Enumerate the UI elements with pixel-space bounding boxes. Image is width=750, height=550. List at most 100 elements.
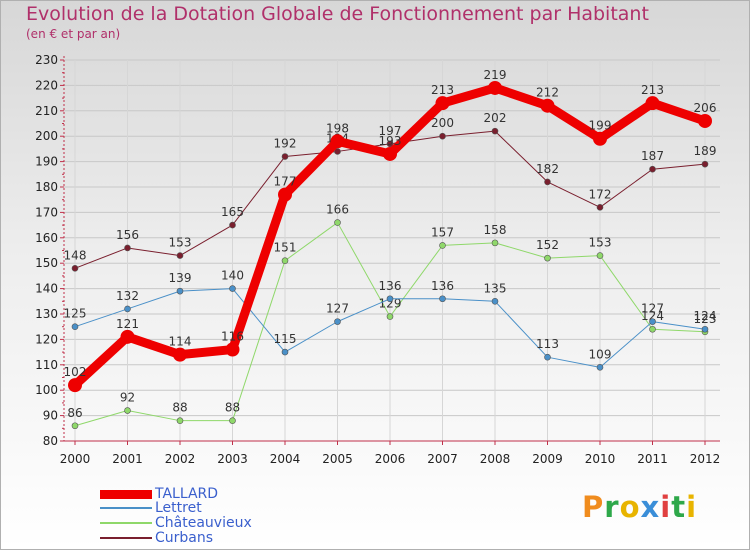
data-point-lettret	[544, 353, 551, 361]
legend-label-tallard: TALLARD	[155, 486, 219, 502]
data-label-ch-teauvieux: 152	[536, 238, 559, 252]
chart-title: Evolution de la Dotation Globale de Fonc…	[26, 3, 649, 25]
data-label-ch-teauvieux: 151	[274, 241, 297, 255]
data-point-lettret	[491, 297, 499, 305]
data-label-lettret: 127	[326, 302, 349, 316]
data-label-tallard: 212	[536, 86, 559, 100]
logo-letter: r	[604, 490, 620, 524]
data-point-curbans	[439, 132, 446, 140]
data-point-tallard	[488, 80, 502, 95]
data-label-lettret: 132	[116, 289, 139, 303]
data-point-ch-teauvieux	[491, 239, 499, 247]
data-label-ch-teauvieux: 88	[172, 401, 187, 415]
data-point-lettret	[176, 287, 184, 295]
data-label-lettret: 113	[536, 337, 559, 351]
data-label-tallard: 206	[694, 101, 717, 115]
data-point-lettret	[701, 325, 709, 333]
data-label-tallard: 219	[484, 68, 507, 82]
logo-letter: i	[660, 490, 672, 524]
legend-swatch-chateauvieux	[100, 522, 152, 524]
data-label-lettret: 139	[169, 271, 192, 285]
y-tick-label: 160	[35, 231, 58, 245]
data-point-lettret	[649, 318, 656, 325]
data-label-ch-teauvieux: 123	[694, 312, 717, 326]
data-label-ch-teauvieux: 129	[379, 297, 402, 311]
data-label-tallard: 198	[326, 121, 349, 135]
data-point-tallard	[593, 131, 607, 146]
data-point-tallard	[68, 378, 82, 393]
data-point-ch-teauvieux	[334, 219, 341, 226]
y-tick-label: 210	[35, 104, 58, 118]
x-tick-label: 2008	[480, 452, 511, 466]
data-label-curbans: 189	[694, 144, 717, 158]
y-tick-label: 220	[35, 78, 58, 92]
legend-label-lettret: Lettret	[155, 500, 202, 516]
logo-letter: o	[619, 490, 641, 524]
legend-swatch-curbans	[100, 537, 152, 539]
x-tick-label: 2010	[585, 452, 616, 466]
data-point-lettret	[71, 323, 79, 331]
data-point-ch-teauvieux	[439, 242, 446, 249]
data-point-tallard	[645, 96, 660, 111]
x-tick-label: 2000	[60, 452, 91, 466]
x-tick-label: 2001	[112, 452, 143, 466]
data-point-tallard	[120, 329, 135, 344]
logo-letter: t	[671, 490, 687, 524]
data-point-curbans	[649, 165, 656, 173]
data-label-ch-teauvieux: 92	[120, 391, 135, 405]
data-label-lettret: 136	[431, 279, 454, 293]
data-point-tallard	[383, 146, 397, 161]
data-label-lettret: 125	[64, 307, 87, 321]
y-tick-label: 120	[35, 332, 58, 346]
data-label-lettret: 109	[589, 347, 612, 361]
x-tick-label: 2006	[375, 452, 406, 466]
data-point-ch-teauvieux	[124, 407, 131, 414]
data-point-ch-teauvieux	[229, 417, 236, 424]
y-tick-label: 180	[35, 180, 58, 194]
logo-letter: i	[686, 490, 698, 524]
data-label-tallard: 116	[221, 330, 244, 344]
data-label-tallard: 102	[64, 365, 87, 379]
x-tick-label: 2007	[427, 452, 458, 466]
data-label-ch-teauvieux: 158	[484, 223, 507, 237]
data-point-tallard	[698, 113, 712, 128]
data-point-tallard	[225, 342, 240, 357]
data-point-ch-teauvieux	[596, 252, 604, 259]
data-label-curbans: 156	[116, 228, 139, 242]
data-label-ch-teauvieux: 153	[589, 236, 612, 250]
x-tick-label: 2002	[165, 452, 196, 466]
data-point-tallard	[540, 98, 555, 113]
legend-item-tallard: TALLARD	[100, 486, 219, 502]
data-point-lettret	[439, 295, 446, 303]
x-tick-label: 2011	[637, 452, 668, 466]
data-point-ch-teauvieux	[281, 257, 289, 264]
y-tick-label: 150	[35, 256, 58, 270]
data-point-tallard	[278, 187, 292, 202]
data-point-curbans	[544, 178, 551, 186]
y-tick-label: 190	[35, 155, 58, 169]
data-point-curbans	[334, 148, 341, 155]
y-tick-label: 90	[43, 409, 58, 423]
data-label-lettret: 115	[274, 332, 297, 346]
y-tick-label: 80	[43, 434, 58, 448]
data-point-lettret	[124, 305, 131, 313]
data-label-ch-teauvieux: 86	[67, 406, 82, 420]
data-point-ch-teauvieux	[71, 422, 79, 430]
data-point-lettret	[386, 295, 394, 303]
data-point-curbans	[71, 264, 79, 272]
legend-swatch-lettret	[100, 507, 152, 509]
x-tick-label: 2012	[690, 452, 721, 466]
data-point-curbans	[386, 140, 394, 148]
data-label-curbans: 148	[64, 248, 87, 262]
data-label-ch-teauvieux: 166	[326, 203, 349, 217]
data-point-ch-teauvieux	[386, 313, 394, 320]
legend-label-curbans: Curbans	[155, 530, 214, 546]
legend-item-lettret: Lettret	[100, 500, 202, 516]
x-tick-label: 2005	[322, 452, 353, 466]
data-point-lettret	[334, 318, 341, 325]
data-point-lettret	[596, 364, 604, 371]
y-tick-label: 200	[35, 129, 58, 143]
logo-letter: P	[582, 490, 605, 524]
y-tick-label: 110	[35, 358, 58, 372]
